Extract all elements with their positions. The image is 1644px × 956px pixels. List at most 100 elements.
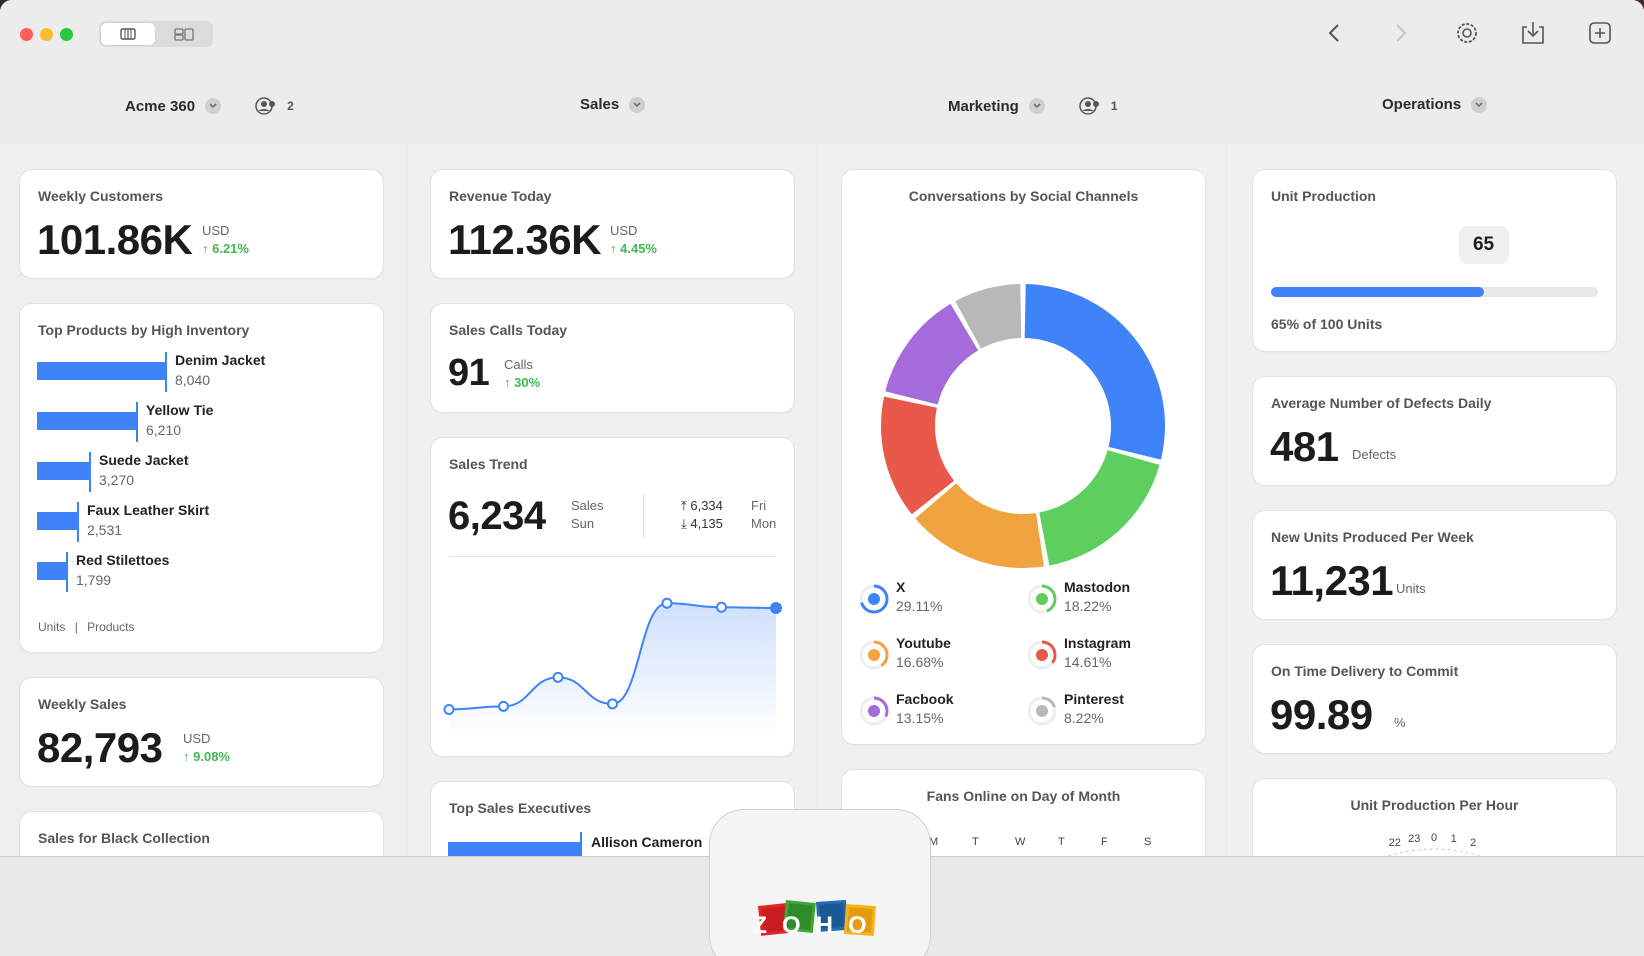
weekday-label: F [1101, 836, 1108, 848]
legend-item[interactable]: Mastodon 18.22% [1026, 577, 1176, 617]
chevron-down-icon[interactable] [1471, 96, 1488, 113]
trend-point[interactable] [770, 602, 782, 615]
chevron-down-icon[interactable] [1028, 98, 1045, 114]
settings-button[interactable] [1452, 18, 1482, 48]
download-button[interactable] [1518, 18, 1548, 48]
back-button[interactable] [1319, 18, 1349, 48]
svg-text:ZOHO: ZOHO [752, 912, 881, 939]
product-name: Yellow Tie [146, 402, 214, 418]
shared-users[interactable]: 2 [255, 96, 294, 116]
product-name: Red Stilettoes [76, 552, 170, 568]
legend-percent: 18.22% [1064, 598, 1112, 614]
weekday-label: T [1058, 836, 1065, 848]
tab-operations[interactable]: Operations [1382, 96, 1488, 113]
donut-slice[interactable] [915, 483, 1044, 568]
new-units-card[interactable]: New Units Produced Per Week 11,231 Units [1253, 511, 1616, 619]
legend-item[interactable]: Pinterest 8.22% [1026, 689, 1176, 729]
change-badge: ↑ 6.21% [202, 241, 249, 256]
chevron-down-icon[interactable] [629, 96, 646, 113]
users-icon [1079, 97, 1099, 115]
sales-trend-chart [443, 597, 782, 738]
donut-slice[interactable] [1024, 284, 1165, 460]
card-title: Average Number of Defects Daily [1271, 395, 1492, 411]
download-icon [1522, 22, 1544, 44]
user-count: 2 [287, 99, 294, 113]
tab-acme-360[interactable]: Acme 360 2 [125, 96, 294, 116]
product-bar[interactable] [37, 512, 77, 530]
legend-label: Facbook [896, 691, 954, 707]
trend-point[interactable] [498, 700, 509, 712]
grid-view-button[interactable] [159, 23, 211, 45]
trend-point[interactable] [716, 601, 727, 613]
view-switcher[interactable] [99, 21, 213, 47]
change-badge: ↑ 9.08% [183, 749, 230, 764]
donut-slice[interactable] [881, 396, 955, 515]
donut-slice[interactable] [955, 284, 1022, 349]
conversations-card[interactable]: Conversations by Social Channels X 29.11%… [842, 170, 1205, 744]
legend-ring-icon [859, 696, 889, 726]
weekly-sales-card[interactable]: Weekly Sales 82,793 USD ↑ 9.08% [20, 678, 383, 786]
product-bar-cap [89, 452, 91, 492]
sales-trend-card[interactable]: Sales Trend 6,234 Sales Sun ⤒ 6,334 Fri … [431, 438, 794, 756]
zoom-window-button[interactable] [60, 28, 73, 41]
hour-tick-label: 23 [1408, 833, 1420, 845]
kpi-unit: USD [610, 223, 638, 238]
legend-products[interactable]: Products [87, 620, 135, 634]
legend-item[interactable]: X 29.11% [858, 577, 1008, 617]
close-window-button[interactable] [20, 28, 33, 41]
progress-fill [1271, 287, 1484, 297]
kpi-unit: Units [1396, 581, 1426, 596]
legend-item[interactable]: Instagram 14.61% [1026, 633, 1176, 673]
zoho-app-tile[interactable]: ZOHO [710, 810, 930, 956]
shared-users[interactable]: 1 [1079, 96, 1118, 116]
legend-units[interactable]: Units [38, 620, 66, 634]
card-title: Weekly Sales [38, 696, 127, 712]
progress-value-bubble: 65 [1458, 226, 1509, 264]
exec-bar-cap [580, 832, 582, 872]
defects-card[interactable]: Average Number of Defects Daily 481 Defe… [1253, 377, 1616, 485]
tab-marketing[interactable]: Marketing 1 [948, 96, 1118, 116]
product-bar[interactable] [37, 562, 66, 580]
product-bar[interactable] [37, 412, 136, 430]
columns-view-button[interactable] [101, 23, 155, 45]
trend-point[interactable] [661, 597, 673, 609]
chevron-right-icon [1396, 24, 1407, 42]
donut-slice[interactable] [885, 303, 979, 405]
trend-point[interactable] [607, 698, 618, 710]
legend-ring-icon [859, 584, 889, 614]
tab-label: Sales [580, 96, 620, 113]
legend-item[interactable]: Facbook 13.15% [858, 689, 1008, 729]
weekday-label: M [929, 836, 939, 848]
legend-separator: | [74, 620, 78, 634]
donut-slice[interactable] [1039, 450, 1160, 566]
add-button[interactable] [1585, 18, 1615, 48]
kpi-value: 99.89 [1270, 691, 1373, 738]
weekly-customers-card[interactable]: Weekly Customers 101.86K USD ↑ 6.21% [20, 170, 383, 278]
chevron-left-icon [1328, 24, 1339, 42]
change-value: 30% [514, 375, 541, 390]
revenue-today-card[interactable]: Revenue Today 112.36K USD ↑ 4.45% [431, 170, 794, 278]
tab-label: Marketing [948, 97, 1019, 115]
trend-point[interactable] [552, 671, 564, 683]
top-products-card[interactable]: Top Products by High Inventory Denim Jac… [20, 304, 383, 652]
minimize-window-button[interactable] [40, 28, 53, 41]
trend-point[interactable] [443, 703, 455, 715]
legend-label: Youtube [896, 635, 951, 651]
unit-production-card[interactable]: Unit Production 65 65% of 100 Units [1253, 170, 1616, 351]
product-bar[interactable] [37, 462, 89, 480]
product-name: Suede Jacket [99, 452, 189, 468]
tab-sales[interactable]: Sales [580, 96, 646, 113]
legend-percent: 29.11% [896, 598, 943, 614]
product-bar[interactable] [37, 362, 165, 380]
forward-button[interactable] [1386, 18, 1416, 48]
change-value: 4.45% [620, 241, 657, 256]
legend-label: Pinterest [1064, 691, 1124, 707]
legend-item[interactable]: Youtube 16.68% [858, 633, 1008, 673]
product-bar-cap [136, 402, 138, 442]
hour-tick-label: 2 [1470, 837, 1476, 849]
chevron-down-icon[interactable] [205, 98, 222, 114]
sales-calls-card[interactable]: Sales Calls Today 91 Calls ↑ 30% [431, 304, 794, 412]
weekday-label: T [972, 836, 979, 848]
on-time-delivery-card[interactable]: On Time Delivery to Commit 99.89 % [1253, 645, 1616, 753]
